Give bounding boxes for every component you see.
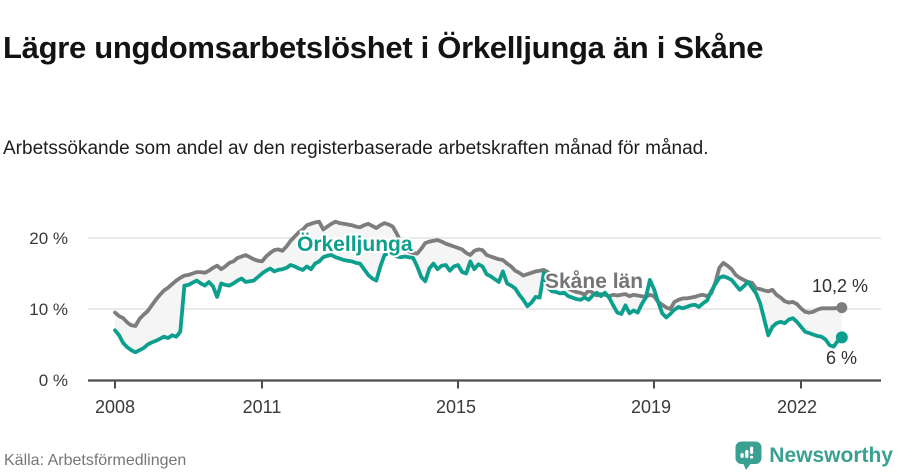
- x-tick-label-2011: 2011: [243, 397, 282, 417]
- end-label-orkelljunga: 6 %: [826, 348, 857, 368]
- y-tick-label-0: 0 %: [39, 371, 68, 390]
- x-tick-label-2008: 2008: [95, 397, 135, 417]
- end-label-skane: 10,2 %: [812, 276, 868, 296]
- x-tick-label-2022: 2022: [777, 397, 817, 417]
- y-axis: 20 % 10 % 0 %: [29, 229, 68, 390]
- plot-area: [88, 219, 881, 389]
- source-note: Källa: Arbetsförmedlingen: [4, 452, 187, 469]
- y-tick-label-20: 20 %: [29, 229, 68, 248]
- x-axis: 2008 2011 2015 2019 2022: [95, 397, 817, 417]
- bar-chart-speech-bubble-icon: [735, 441, 762, 470]
- series-labels: Örkelljunga Skåne län: [295, 231, 645, 295]
- x-tick-label-2015: 2015: [436, 397, 476, 417]
- x-tick-label-2019: 2019: [631, 397, 671, 417]
- page-title: Lägre ungdomsarbetslöshet i Örkelljunga …: [3, 29, 764, 65]
- newsworthy-logo: Newsworthy: [735, 441, 893, 471]
- series-label-skane-lan: Skåne län: [545, 270, 643, 293]
- series-label-orkelljunga: Örkelljunga: [297, 233, 413, 256]
- brand-name: Newsworthy: [769, 444, 893, 467]
- y-tick-label-10: 10 %: [29, 300, 68, 319]
- end-value-labels: 10,2 % 6 %: [812, 276, 868, 368]
- chart-subtitle: Arbetssökande som andel av den registerb…: [3, 138, 709, 159]
